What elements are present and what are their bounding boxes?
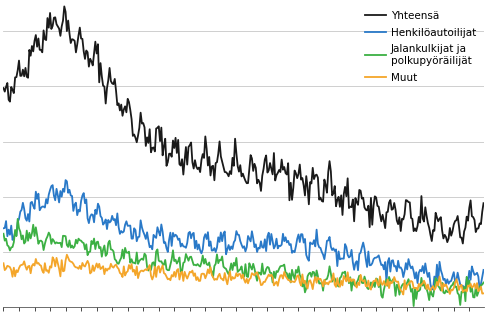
Jalankulkijat ja
polkupyöräilijät <box>481 281 487 284</box>
Henkilöautoilijat <box>481 268 487 272</box>
Yhteensä <box>246 168 252 171</box>
Jalankulkijat ja
polkupyöräilijät <box>246 261 252 265</box>
Yhteensä <box>481 201 487 205</box>
Muut <box>0 261 6 265</box>
Yhteensä <box>460 242 466 245</box>
Henkilöautoilijat <box>354 259 359 263</box>
Muut <box>61 269 67 272</box>
Muut <box>400 293 406 296</box>
Line: Muut: Muut <box>3 255 484 295</box>
Line: Jalankulkijat ja
polkupyöräilijät: Jalankulkijat ja polkupyöräilijät <box>3 219 484 306</box>
Yhteensä <box>61 4 67 8</box>
Jalankulkijat ja
polkupyöräilijät <box>473 285 479 289</box>
Henkilöautoilijat <box>81 191 87 195</box>
Henkilöautoilijat <box>63 178 69 182</box>
Jalankulkijat ja
polkupyöräilijät <box>63 234 69 238</box>
Jalankulkijat ja
polkupyöräilijät <box>81 241 87 245</box>
Line: Yhteensä: Yhteensä <box>3 6 484 243</box>
Jalankulkijat ja
polkupyöräilijät <box>354 281 359 284</box>
Muut <box>164 275 169 279</box>
Yhteensä <box>0 86 6 90</box>
Muut <box>81 264 87 267</box>
Muut <box>481 291 487 295</box>
Line: Henkilöautoilijat: Henkilöautoilijat <box>3 180 484 289</box>
Muut <box>246 278 252 281</box>
Henkilöautoilijat <box>246 237 252 241</box>
Muut <box>354 286 359 289</box>
Henkilöautoilijat <box>61 190 67 194</box>
Yhteensä <box>81 49 87 53</box>
Yhteensä <box>164 164 169 168</box>
Jalankulkijat ja
polkupyöräilijät <box>0 232 6 236</box>
Henkilöautoilijat <box>471 273 477 277</box>
Jalankulkijat ja
polkupyöräilijät <box>164 267 169 271</box>
Yhteensä <box>63 10 69 14</box>
Legend: Yhteensä, Henkilöautoilijat, Jalankulkijat ja
polkupyöräilijät, Muut: Yhteensä, Henkilöautoilijat, Jalankulkij… <box>363 9 478 85</box>
Yhteensä <box>473 230 479 234</box>
Henkilöautoilijat <box>0 226 6 230</box>
Jalankulkijat ja
polkupyöräilijät <box>15 217 20 221</box>
Henkilöautoilijat <box>164 246 169 250</box>
Yhteensä <box>354 200 359 204</box>
Henkilöautoilijat <box>477 288 483 291</box>
Jalankulkijat ja
polkupyöräilijät <box>411 304 416 308</box>
Muut <box>64 253 70 257</box>
Muut <box>473 287 479 290</box>
